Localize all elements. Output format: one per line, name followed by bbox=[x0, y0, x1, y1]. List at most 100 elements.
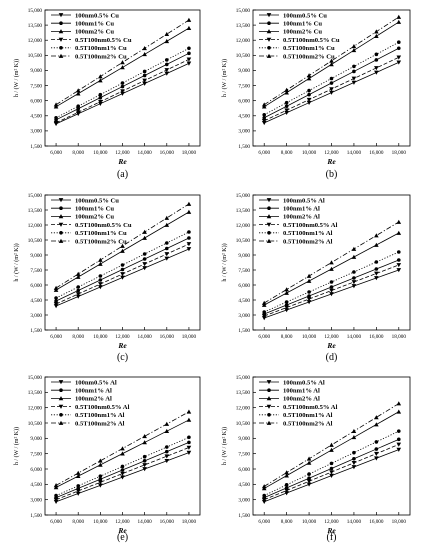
y-axis-label: h / (W / (m² K)) bbox=[221, 243, 228, 281]
x-tick-label: 16,000 bbox=[160, 150, 175, 156]
series-line bbox=[53, 201, 192, 290]
y-tick-label: 6,000 bbox=[238, 283, 250, 289]
x-tick-label: 10,000 bbox=[302, 334, 317, 340]
y-tick-label: 12,000 bbox=[28, 405, 43, 411]
data-point bbox=[351, 80, 357, 85]
data-point bbox=[329, 442, 334, 447]
data-point bbox=[374, 440, 379, 444]
y-tick-label: 3,000 bbox=[30, 129, 42, 135]
data-point bbox=[306, 297, 312, 302]
data-point bbox=[374, 415, 379, 420]
data-point bbox=[374, 242, 379, 247]
data-point bbox=[58, 198, 64, 203]
y-tick-label: 12,000 bbox=[236, 223, 251, 229]
data-point bbox=[98, 278, 103, 282]
x-tick-label: 14,000 bbox=[138, 334, 153, 340]
y-tick-label: 1,500 bbox=[238, 328, 250, 334]
data-point bbox=[266, 396, 272, 401]
series-line bbox=[262, 250, 401, 314]
y-tick-label: 13,500 bbox=[236, 208, 251, 214]
data-point bbox=[352, 450, 356, 455]
data-point bbox=[164, 445, 169, 449]
data-point bbox=[164, 31, 170, 37]
y-tick-label: 13,500 bbox=[236, 390, 251, 396]
data-point bbox=[58, 404, 64, 409]
y-tick-label: 3,000 bbox=[238, 129, 250, 135]
legend-entry: 0.5T100nm2% Cu bbox=[283, 53, 335, 60]
data-point bbox=[187, 435, 191, 440]
data-point bbox=[53, 285, 59, 290]
data-point bbox=[120, 468, 125, 472]
y-tick-label: 6,000 bbox=[30, 283, 42, 289]
data-point bbox=[164, 449, 169, 454]
y-tick-label: 10,500 bbox=[28, 421, 43, 427]
data-point bbox=[329, 288, 334, 293]
series-line bbox=[54, 230, 191, 300]
x-tick-label: 8,000 bbox=[72, 150, 84, 156]
data-point bbox=[75, 294, 81, 299]
data-point bbox=[76, 104, 81, 109]
data-point bbox=[284, 87, 289, 92]
data-point bbox=[284, 491, 289, 496]
data-point bbox=[53, 497, 59, 502]
y-tick-label: 7,500 bbox=[30, 451, 42, 457]
data-point bbox=[142, 454, 147, 459]
data-point bbox=[396, 219, 402, 224]
data-point bbox=[329, 461, 334, 466]
data-point bbox=[284, 488, 289, 493]
x-tick-label: 18,000 bbox=[182, 150, 197, 156]
data-point bbox=[374, 233, 379, 238]
data-point bbox=[58, 29, 64, 34]
series-line bbox=[261, 442, 402, 502]
y-tick-label: 10,500 bbox=[28, 53, 43, 59]
data-point bbox=[329, 90, 334, 95]
data-point bbox=[266, 404, 272, 409]
data-point bbox=[120, 60, 125, 65]
series-line bbox=[262, 40, 401, 117]
legend-entry: 100nm0.5% Cu bbox=[283, 12, 327, 19]
data-point bbox=[351, 246, 357, 251]
data-point bbox=[351, 47, 357, 53]
panel-label: (e) bbox=[117, 532, 128, 543]
data-point bbox=[76, 484, 81, 488]
x-tick-label: 12,000 bbox=[324, 150, 339, 156]
data-point bbox=[396, 40, 401, 45]
data-point bbox=[261, 102, 267, 107]
data-point bbox=[58, 37, 64, 42]
data-point bbox=[329, 58, 334, 63]
data-point bbox=[120, 475, 125, 480]
y-tick-label: 15,000 bbox=[236, 193, 251, 199]
data-point bbox=[120, 65, 125, 70]
data-point bbox=[329, 76, 334, 81]
data-point bbox=[266, 29, 272, 34]
y-tick-label: 1,500 bbox=[30, 513, 42, 519]
data-point bbox=[120, 91, 125, 96]
data-point bbox=[98, 99, 103, 104]
data-point bbox=[261, 300, 267, 305]
data-point bbox=[262, 493, 267, 498]
data-point bbox=[267, 231, 271, 235]
panel-label: (d) bbox=[326, 352, 338, 363]
data-point bbox=[54, 296, 58, 300]
series-line bbox=[262, 46, 401, 120]
data-point bbox=[58, 13, 64, 18]
data-point bbox=[58, 238, 64, 243]
y-tick-label: 6,000 bbox=[30, 98, 42, 104]
x-tick-label: 18,000 bbox=[182, 519, 197, 525]
data-point bbox=[352, 69, 356, 74]
chart-panel: 1,500 3,000 4,500 6,000 7,500 9,000 10,500 12,0… bbox=[13, 193, 201, 363]
x-tick-label: 8,000 bbox=[72, 519, 84, 525]
data-point bbox=[306, 482, 312, 487]
data-point bbox=[306, 76, 312, 81]
data-point bbox=[329, 81, 334, 85]
legend-entry: 0.5T100nm0.5% Al bbox=[283, 222, 338, 229]
series-line bbox=[262, 437, 401, 500]
series-line bbox=[53, 25, 192, 109]
chart-panel: 1,500 3,000 4,500 6,000 7,500 9,000 10,500 12,0… bbox=[221, 8, 411, 180]
y-tick-label: 12,000 bbox=[28, 223, 43, 229]
legend-entry: 100nm2% Cu bbox=[283, 29, 322, 36]
data-point bbox=[58, 53, 64, 58]
